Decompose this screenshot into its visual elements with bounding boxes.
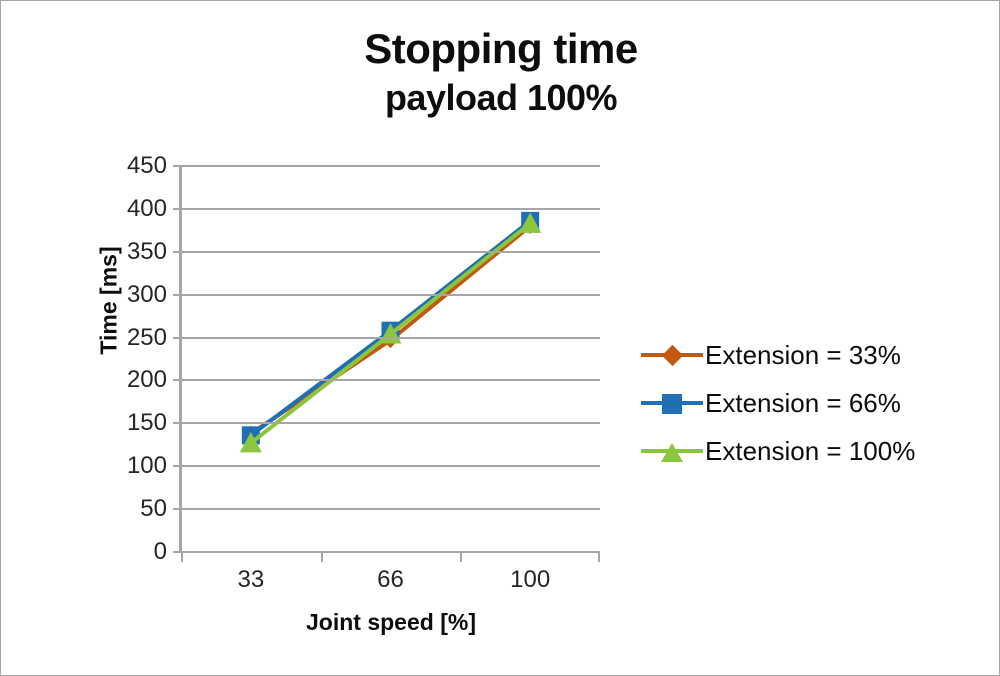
y-axis-tick-label: 150 xyxy=(126,409,167,437)
chart-subtitle: payload 100% xyxy=(384,77,618,118)
y-axis-tick xyxy=(173,336,181,339)
x-axis-tick-label: 100 xyxy=(510,566,551,593)
y-axis-tick-label: 250 xyxy=(126,323,167,351)
legend-item-label: Extension = 66% xyxy=(705,387,901,418)
y-axis-tick-label: 50 xyxy=(140,495,167,523)
square-marker-icon xyxy=(662,394,682,414)
x-axis-tick-labels: 33 66 100 xyxy=(181,552,600,598)
y-axis-line xyxy=(179,166,182,552)
triangle-marker-icon xyxy=(519,212,542,233)
y-axis-tick xyxy=(173,508,181,511)
legend-item-label: Extension = 33% xyxy=(705,339,901,370)
legend-key xyxy=(641,438,703,464)
triangle-marker-icon xyxy=(239,432,262,453)
gridline xyxy=(181,422,600,425)
data-series xyxy=(239,212,542,453)
y-axis-tick xyxy=(173,207,181,210)
chart-legend: Extension = 33% Extension = 66% Extension … xyxy=(641,331,991,475)
y-axis-tick xyxy=(173,551,181,553)
plot-area xyxy=(179,165,600,553)
gridline xyxy=(181,207,600,210)
x-axis-tick-label: 66 xyxy=(377,566,404,593)
x-axis-tick-label: 33 xyxy=(237,566,265,593)
x-axis-tick xyxy=(181,552,183,562)
gridline xyxy=(181,465,600,468)
legend-key xyxy=(641,390,703,416)
y-axis-tick-label: 300 xyxy=(126,280,167,308)
gridline xyxy=(181,293,600,296)
y-axis-tick-label: 400 xyxy=(126,194,167,222)
legend-key xyxy=(641,342,703,368)
triangle-marker-icon xyxy=(661,443,683,462)
y-axis-tick-labels: 450 400 350 300 250 200 150 100 50 0 xyxy=(1,152,181,565)
y-axis-tick xyxy=(173,293,181,296)
y-axis-tick xyxy=(173,465,181,468)
y-axis-tick-label: 450 xyxy=(126,152,167,179)
chart-title: Stopping time xyxy=(364,25,638,72)
y-axis-tick xyxy=(173,422,181,425)
legend-item[interactable]: Extension = 33% xyxy=(641,331,991,379)
y-axis-tick-label: 100 xyxy=(126,452,167,480)
y-axis-tick xyxy=(173,165,181,167)
series-layer xyxy=(239,211,542,453)
y-axis-tick xyxy=(173,250,181,253)
gridline xyxy=(181,250,600,253)
y-axis-tick-label: 350 xyxy=(126,237,167,265)
diamond-marker-icon xyxy=(661,344,684,367)
gridline xyxy=(181,551,600,553)
gridline xyxy=(181,165,600,167)
x-axis-tick xyxy=(598,552,600,562)
gridline xyxy=(181,508,600,511)
legend-item-label: Extension = 100% xyxy=(705,435,916,466)
legend-item[interactable]: Extension = 100% xyxy=(641,427,991,475)
x-axis-tick xyxy=(460,552,463,562)
gridline xyxy=(181,379,600,382)
chart-title-block: Stopping time payload 100% xyxy=(1,23,999,121)
y-axis-tick-label: 200 xyxy=(126,366,167,394)
y-axis-tick xyxy=(173,379,181,382)
gridline xyxy=(181,336,600,339)
legend-item[interactable]: Extension = 66% xyxy=(641,379,991,427)
x-axis-tick xyxy=(320,552,323,562)
x-axis-title: Joint speed [%] xyxy=(306,609,476,635)
y-axis-tick-label: 0 xyxy=(153,538,167,565)
